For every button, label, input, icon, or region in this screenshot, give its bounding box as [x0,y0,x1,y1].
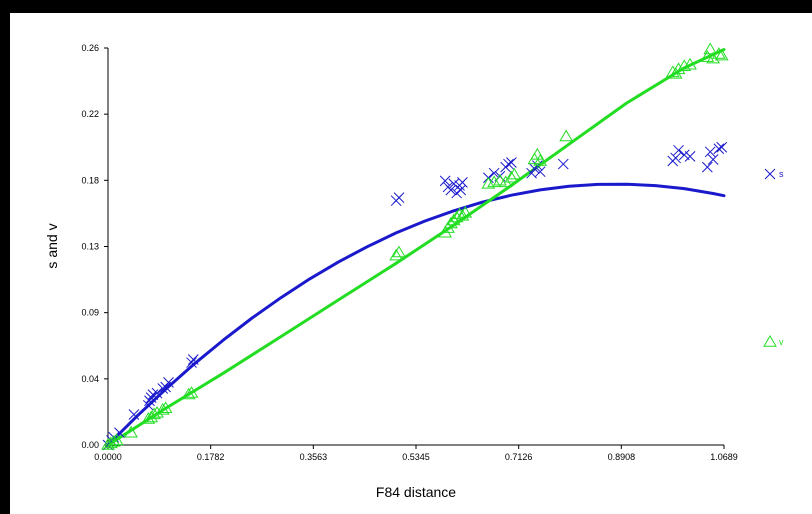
data-point-v [683,57,697,70]
data-point-v [677,59,692,72]
fit-curve-v [106,48,726,447]
data-point-s [439,175,451,187]
y-tick-label: 0.18 [81,175,99,185]
data-point-s [445,184,457,196]
data-point-s [670,152,682,164]
data-point-s [557,158,569,170]
data-point-v [109,433,124,446]
x-tick-label: 1.0689 [710,452,738,462]
data-point-v [106,434,121,447]
x-tick-label: 0.8908 [608,452,636,462]
data-point-s [128,409,140,420]
data-point-v [493,173,507,186]
data-point-s [701,161,713,173]
data-point-s [393,192,405,203]
data-point-s [506,157,517,168]
data-point-v [706,51,720,64]
data-point-s [163,377,174,388]
data-markers [101,42,729,451]
x-tick-label: 0.0000 [94,452,122,462]
data-point-s [186,357,197,368]
data-point-v [389,248,404,261]
data-point-s [145,392,157,404]
x-tick-label: 0.3563 [300,452,328,462]
data-point-v [665,65,680,78]
y-axis-title: s and v [44,223,60,268]
x-tick-label: 0.7126 [505,452,533,462]
data-point-s [160,381,171,393]
data-point-v [487,175,501,188]
data-point-s [673,144,684,156]
data-point-v [158,401,173,414]
data-point-v [184,386,199,398]
data-point-v [533,154,548,166]
y-tick-label: 0.26 [81,43,99,53]
data-point-s [503,158,514,170]
data-point-v [507,167,522,180]
data-point-s [455,184,467,196]
data-point-v [124,425,138,438]
data-point-v [155,402,170,415]
data-point-v [181,387,196,400]
fit-curves [106,48,726,447]
y-tick-label: 0.22 [81,109,99,119]
data-point-s [526,167,537,179]
legend-marker-s [764,168,776,180]
data-point-s [488,167,500,179]
x-tick-label: 0.5345 [402,452,430,462]
data-point-s [187,354,199,365]
chart-svg: 0.0000 0.1782 0.3563 0.5345 0.7126 0.8908 1.06… [44,42,784,500]
data-point-v [481,176,496,189]
data-point-v [671,62,686,75]
data-point-v [559,129,574,142]
data-point-v [504,170,519,183]
data-point-s [151,387,163,399]
data-point-s [707,154,719,165]
plot-panel: 0.0000 0.1782 0.3563 0.5345 0.7126 0.8908 1.06… [10,13,812,514]
data-point-s [147,389,159,400]
data-point-v [104,436,118,449]
legend-label-s: s [779,169,784,179]
fit-curve-s [106,182,726,447]
y-tick-label: 0.00 [81,440,99,450]
data-point-v [144,410,159,423]
legend-marker-v [763,335,777,347]
data-point-s [142,399,154,411]
data-point-s [716,141,728,153]
data-point-s [457,177,468,188]
data-point-v [452,207,467,220]
y-tick-label: 0.13 [81,242,99,252]
x-tick-label: 0.1782 [197,452,225,462]
data-point-s [704,146,716,158]
axis-ticks: 0.0000 0.1782 0.3563 0.5345 0.7126 0.8908 1.06… [81,43,737,462]
x-axis-title: F84 distance [376,484,456,500]
data-point-s [534,166,546,178]
data-point-v [498,175,513,188]
y-tick-label: 0.04 [81,374,99,384]
data-point-s [684,151,696,162]
legend: sv [763,168,784,347]
data-point-v [703,42,718,55]
data-point-v [141,412,156,424]
y-tick-label: 0.09 [81,308,99,318]
data-point-v [455,208,470,221]
data-point-v [392,245,406,258]
data-point-s [713,143,725,155]
data-point-v [714,48,729,61]
data-point-v [444,216,458,229]
data-point-v [711,47,726,59]
legend-label-v: v [779,337,784,347]
data-point-v [458,205,473,218]
data-point-v [700,50,715,62]
